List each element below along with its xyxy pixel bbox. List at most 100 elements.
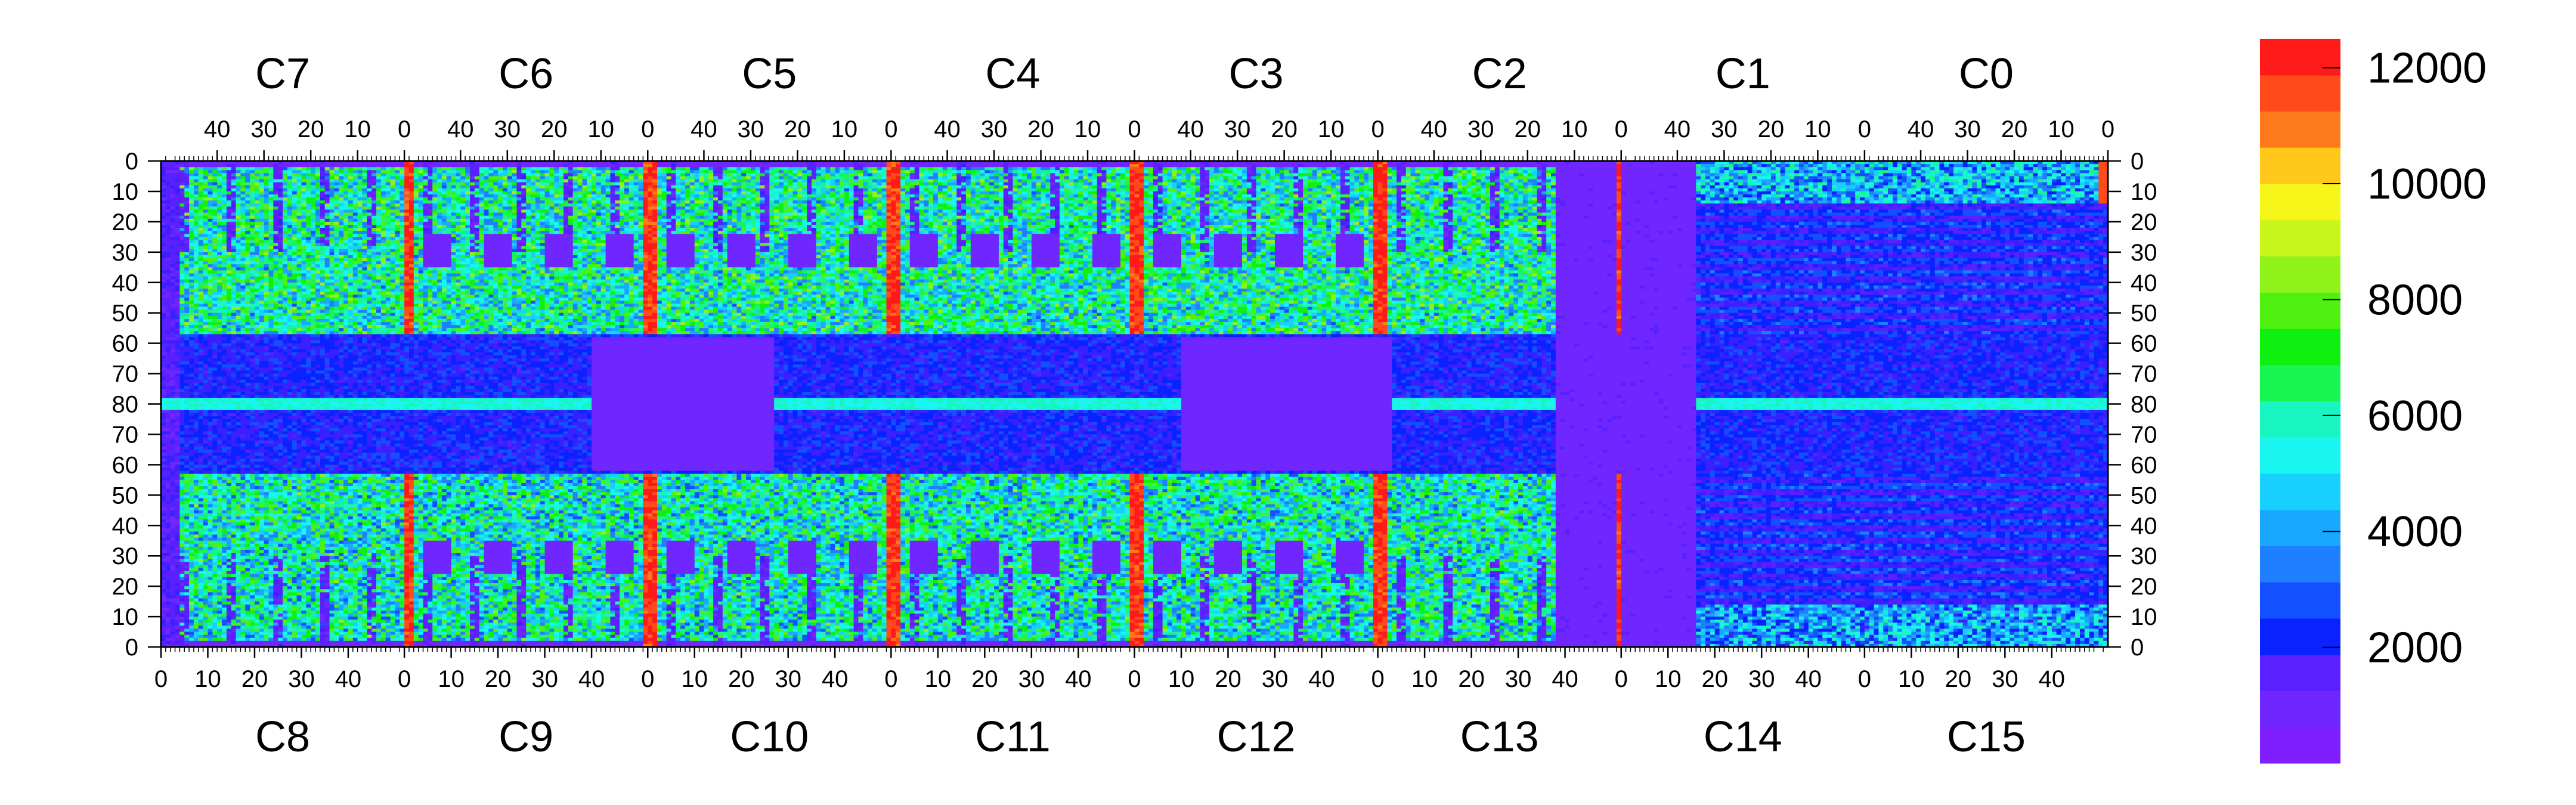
heatmap-cell (830, 191, 835, 195)
heatmap-cell (821, 167, 826, 171)
heatmap-cell (2018, 200, 2024, 204)
heatmap-cell (161, 197, 166, 201)
heatmap-cell (488, 173, 494, 177)
heatmap-cell (1433, 179, 1439, 183)
heatmap-cell (1064, 194, 1070, 198)
heatmap-cell (1448, 203, 1453, 207)
heatmap-cell (408, 197, 414, 201)
heatmap-cell (2079, 182, 2085, 186)
heatmap-cell (189, 197, 194, 201)
heatmap-cell (1055, 191, 1060, 195)
heatmap-cell (1233, 185, 1238, 189)
heatmap-cell (652, 191, 658, 195)
heatmap-cell (965, 167, 971, 171)
heatmap-cell (1831, 200, 1837, 204)
heatmap-cell (704, 173, 709, 177)
heatmap-cell (783, 176, 789, 180)
heatmap-cell (1916, 182, 1926, 186)
heatmap-cell (1213, 179, 1224, 183)
heatmap-cell (292, 203, 298, 207)
heatmap-cell (825, 191, 831, 195)
heatmap-cell (329, 170, 335, 174)
heatmap-cell (423, 197, 428, 201)
heatmap-cell (217, 167, 222, 171)
heatmap-cell (699, 167, 709, 171)
heatmap-cell (998, 176, 1004, 180)
heatmap-cell (840, 167, 845, 171)
heatmap-cell (250, 170, 255, 174)
heatmap-cell (685, 200, 691, 204)
heatmap-cell (868, 176, 883, 180)
heatmap-cell (937, 206, 943, 210)
heatmap-cell (329, 167, 335, 171)
heatmap-cell (998, 203, 1004, 207)
heatmap-cell (479, 173, 485, 177)
heatmap-cell (984, 176, 990, 180)
heatmap-cell (1944, 197, 1949, 201)
heatmap-cell (849, 203, 854, 207)
heatmap-cell (184, 164, 190, 168)
heatmap-cell (1162, 179, 1168, 183)
heatmap-cell (540, 185, 546, 189)
heatmap-cell (371, 191, 377, 195)
heatmap-cell (947, 179, 953, 183)
heatmap-cell (1055, 173, 1060, 177)
heatmap-cell (1209, 182, 1215, 186)
heatmap-cell (2089, 185, 2095, 189)
heatmap-cell (1213, 185, 1219, 189)
heatmap-cell (676, 188, 681, 192)
heatmap-cell (2089, 182, 2095, 186)
heatmap-cell (1425, 182, 1430, 186)
heatmap-cell (1125, 179, 1131, 183)
heatmap-cell (460, 170, 466, 174)
heatmap-cell (352, 206, 358, 210)
heatmap-cell (535, 179, 541, 183)
heatmap-cell (1106, 188, 1111, 192)
heatmap-cell (531, 203, 536, 207)
heatmap-cell (1967, 173, 1973, 177)
heatmap-cell (1555, 185, 1617, 189)
heatmap-cell (287, 170, 293, 174)
heatmap-cell (1892, 182, 1898, 186)
heatmap-cell (970, 182, 976, 186)
heatmap-cell (840, 170, 845, 174)
heatmap-cell (2014, 164, 2024, 168)
heatmap-cell (900, 179, 906, 183)
heatmap-cell (1448, 194, 1453, 198)
heatmap-cell (1551, 191, 1556, 195)
heatmap-cell (1050, 200, 1060, 204)
heatmap-cell (1340, 170, 1346, 174)
heatmap-cell (1714, 164, 1720, 168)
heatmap-cell (287, 173, 293, 177)
heatmap-cell (2094, 194, 2099, 198)
heatmap-cell (1724, 185, 1729, 189)
heatmap-cell (774, 179, 784, 183)
heatmap-cell (408, 203, 414, 207)
heatmap-cell (1397, 191, 1407, 195)
heatmap-cell (1471, 179, 1477, 183)
heatmap-cell (1818, 197, 1823, 201)
heatmap-cell (811, 185, 817, 189)
heatmap-cell (428, 170, 433, 174)
heatmap-cell (283, 185, 288, 189)
heatmap-cell (1785, 197, 1790, 201)
heatmap-cell (1256, 203, 1262, 207)
heatmap-cell (432, 170, 438, 174)
heatmap-cell (694, 197, 700, 201)
heatmap-cell (877, 200, 883, 204)
heatmap-cell (2018, 197, 2024, 201)
heatmap-cell (620, 185, 625, 189)
heatmap-cell (807, 182, 812, 186)
heatmap-cell (1714, 191, 1720, 195)
heatmap-cell (1303, 176, 1308, 180)
heatmap-cell (615, 176, 620, 180)
heatmap-cell (1008, 194, 1014, 198)
heatmap-cell (914, 194, 920, 198)
heatmap-cell (1359, 182, 1364, 186)
heatmap-cell (657, 203, 662, 207)
heatmap-cell (441, 182, 447, 186)
heatmap-cell (577, 197, 583, 201)
heatmap-cell (872, 200, 878, 204)
heatmap-cell (928, 194, 934, 198)
heatmap-cell (516, 191, 522, 195)
